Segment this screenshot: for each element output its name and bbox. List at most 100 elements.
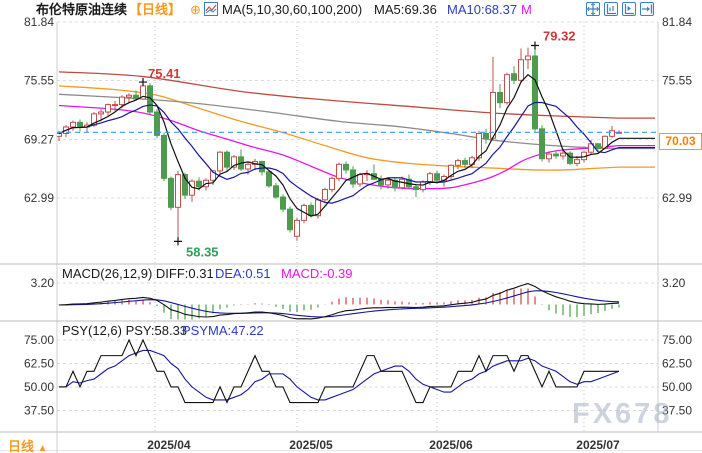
axis-tick-label: 37.50 (24, 403, 54, 417)
period-tag: 【日线】 (129, 2, 182, 17)
axis-tick-label: 62.99 (662, 191, 692, 205)
add-indicator-icon[interactable]: ⊕ (190, 2, 201, 17)
axis-tick-label: 50.00 (24, 380, 54, 394)
ma10-line (58, 101, 655, 204)
diff-line (58, 282, 620, 320)
candle (420, 181, 426, 191)
candle (434, 173, 440, 181)
candle (504, 74, 510, 104)
psy-line (59, 338, 619, 404)
dea-line (58, 290, 620, 318)
candle (182, 174, 188, 196)
candle (224, 151, 230, 168)
candle (210, 170, 216, 181)
axis-tick-label: 62.99 (24, 191, 54, 205)
axis-labels: 81.84 81.84 75.55 75.55 69.27 62.99 62.99 3.20 3… (24, 15, 692, 452)
axis-tick-label: 75.00 (662, 333, 692, 347)
candle (196, 180, 202, 188)
candle (133, 94, 139, 100)
mini-chart-icon[interactable] (204, 2, 218, 19)
candle (483, 133, 489, 139)
candle (357, 174, 363, 185)
axis-tick-label: 50.00 (662, 380, 692, 394)
candle (308, 204, 314, 217)
dea-value-label: DEA:0.51 (215, 266, 271, 281)
candle (231, 156, 237, 168)
candle (532, 55, 538, 130)
axis-tick-label: 81.84 (24, 15, 54, 29)
psy-value-label: PSY(12,6) PSY:58.33 (62, 323, 188, 338)
candle (98, 111, 104, 115)
watermark: FX678 (572, 398, 673, 430)
candle (574, 159, 580, 164)
candle (546, 153, 552, 160)
go-latest-icon[interactable] (640, 2, 654, 16)
axis-zoom-icon[interactable] (604, 2, 618, 16)
grid-layer (0, 21, 702, 453)
candle (77, 121, 83, 128)
macd-value-label: MACD:-0.39 (281, 266, 353, 281)
period-selector-label: 日线 (8, 439, 35, 453)
candle (245, 163, 251, 170)
candle (126, 94, 132, 98)
candle (462, 160, 468, 165)
psyma-value-label: PSYMA:47.22 (182, 323, 264, 338)
candle (497, 91, 503, 104)
x-axis-month-label: 2025/05 (289, 438, 333, 452)
axis-tick-label: 62.50 (662, 356, 692, 370)
axis-play-icon[interactable] (622, 2, 636, 16)
candle (448, 164, 454, 177)
axis-tick-label: 81.84 (662, 15, 692, 29)
candlestick-series (57, 45, 622, 242)
candle (609, 130, 615, 137)
axis-tick-label: 37.50 (662, 403, 692, 417)
candle (553, 153, 559, 157)
extreme-price-label: 75.41 (148, 66, 181, 81)
candle (280, 196, 286, 210)
axis-tick-label: 75.55 (662, 74, 692, 88)
axis-tick-label: 62.50 (24, 356, 54, 370)
axis-tick-label: 3.20 (662, 276, 686, 290)
candle (413, 186, 419, 191)
candle (336, 163, 342, 179)
candle (567, 152, 573, 164)
candle (57, 133, 62, 137)
candle (490, 91, 496, 139)
candle (343, 163, 349, 171)
candle (392, 179, 398, 189)
x-axis-month-label: 2025/04 (147, 438, 191, 452)
ma5-value: MA5:69.36 (374, 2, 437, 17)
extreme-price-label: 79.32 (543, 29, 576, 44)
candle (455, 160, 461, 166)
candle (154, 111, 160, 136)
candle (119, 96, 125, 106)
candle (273, 185, 279, 198)
triangle-up-icon: ▲ (37, 443, 48, 453)
axis-tick-label: 75.55 (24, 74, 54, 88)
candle (525, 55, 531, 61)
candle (217, 151, 223, 172)
ma10-value: MA10:68.37 (447, 2, 518, 17)
candle (588, 143, 594, 153)
candle (385, 179, 391, 186)
axis-tick-label: 75.00 (24, 333, 54, 347)
current-price-badge: 70.03 (659, 133, 702, 150)
candle (476, 133, 482, 159)
candle (161, 134, 167, 179)
candle (287, 208, 293, 231)
crosshair-icon[interactable] (586, 2, 600, 16)
candle (105, 104, 111, 113)
candle (168, 177, 174, 208)
ma5-line (58, 73, 655, 217)
extreme-price-label: 58.35 (186, 244, 219, 259)
period-selector[interactable]: 日线 ▲ (8, 436, 48, 453)
candle (560, 152, 566, 157)
psy-panel (59, 338, 620, 404)
extreme-cross-marker (174, 237, 182, 246)
candle (518, 59, 524, 81)
psyma-line (59, 349, 620, 401)
extreme-cross-marker (531, 41, 539, 50)
candle (427, 173, 433, 183)
